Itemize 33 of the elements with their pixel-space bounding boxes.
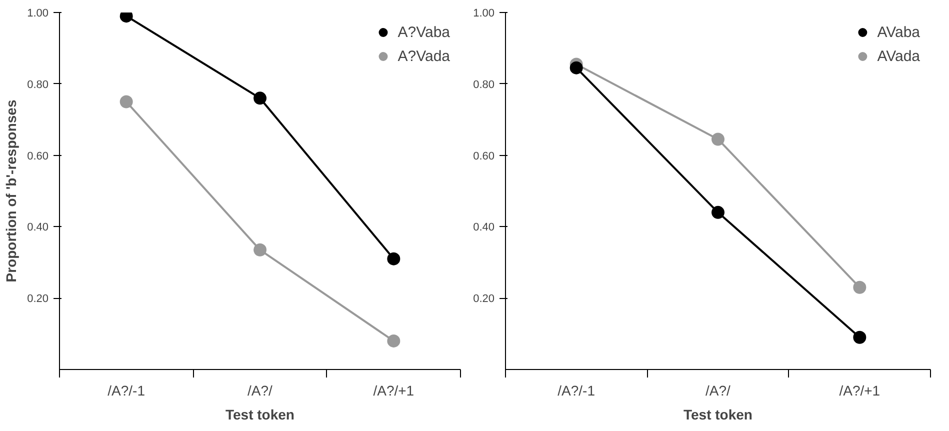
x-tick-label: /A?/+1 xyxy=(373,382,414,398)
legend-label: AVaba xyxy=(877,24,920,40)
y-tick-label: 0.20 xyxy=(473,293,495,306)
y-tick-label: 0.60 xyxy=(27,150,49,162)
point xyxy=(254,92,266,105)
y-tick-label: 0.40 xyxy=(27,222,49,234)
point xyxy=(712,132,724,146)
legend-label: A?Vaba xyxy=(398,24,450,40)
x-tick-label: /A?/-1 xyxy=(108,382,146,398)
legend-label: A?Vada xyxy=(398,48,450,64)
point xyxy=(254,243,266,256)
y-tick-label: 0.20 xyxy=(27,293,49,306)
y-tick-label: 0.60 xyxy=(473,150,495,162)
point xyxy=(120,95,133,108)
x-axis-title: Test token xyxy=(684,406,752,422)
point xyxy=(387,252,400,266)
y-tick-label: 1.00 xyxy=(27,8,49,20)
legend-label: AVada xyxy=(877,48,920,64)
y-tick-label: 0.80 xyxy=(27,78,49,91)
point xyxy=(712,206,724,219)
y-axis-title: Proportion of 'b'-responses xyxy=(3,100,20,282)
x-tick-label: /A?/-1 xyxy=(558,382,596,398)
x-axis-title: Test token xyxy=(226,406,294,422)
point xyxy=(570,61,583,74)
y-tick-label: 0.40 xyxy=(473,222,495,234)
y-tick-label: 0.80 xyxy=(473,78,495,91)
x-tick-label: /A?/+1 xyxy=(839,382,880,398)
x-tick-label: /A?/ xyxy=(248,382,273,398)
point xyxy=(853,330,866,344)
y-tick-label: 1.00 xyxy=(473,8,495,20)
point xyxy=(387,334,400,348)
x-tick-label: /A?/ xyxy=(706,382,731,398)
point xyxy=(853,280,866,294)
